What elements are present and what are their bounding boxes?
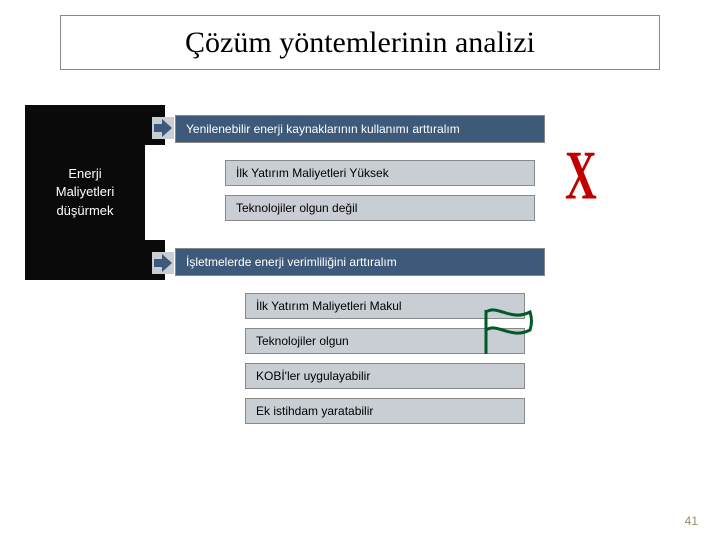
arrow-1-icon [152, 117, 174, 139]
left-label-line2: Maliyetleri [56, 183, 115, 201]
option1-sub2: Teknolojiler olgun değil [225, 195, 535, 221]
left-label-line1: Enerji [68, 165, 101, 183]
option2-sub3: KOBİ'ler uygulayabilir [245, 363, 525, 389]
option1-sub1: İlk Yatırım Maliyetleri Yüksek [225, 160, 535, 186]
reject-x-icon: X [565, 135, 597, 217]
title-text: Çözüm yöntemlerinin analizi [185, 26, 535, 60]
title-box: Çözüm yöntemlerinin analizi [60, 15, 660, 70]
option1-heading: Yenilenebilir enerji kaynaklarının kulla… [175, 115, 545, 143]
option2-sub3-text: KOBİ'ler uygulayabilir [256, 369, 370, 383]
option2-sub4: Ek istihdam yaratabilir [245, 398, 525, 424]
option2-heading-text: İşletmelerde enerji verimliliğini arttır… [186, 255, 397, 269]
option2-sub4-text: Ek istihdam yaratabilir [256, 404, 373, 418]
option1-heading-text: Yenilenebilir enerji kaynaklarının kulla… [186, 122, 460, 136]
option2-heading: İşletmelerde enerji verimliliğini arttır… [175, 248, 545, 276]
option1-sub1-text: İlk Yatırım Maliyetleri Yüksek [236, 166, 389, 180]
option2-sub2-text: Teknolojiler olgun [256, 334, 349, 348]
page-number: 41 [685, 514, 698, 528]
left-goal-block: Enerji Maliyetleri düşürmek [25, 105, 145, 280]
arrow-2-icon [152, 252, 174, 274]
accept-check-icon [480, 308, 535, 356]
option2-sub1-text: İlk Yatırım Maliyetleri Makul [256, 299, 402, 313]
option1-sub2-text: Teknolojiler olgun değil [236, 201, 357, 215]
left-label-line3: düşürmek [56, 202, 113, 220]
